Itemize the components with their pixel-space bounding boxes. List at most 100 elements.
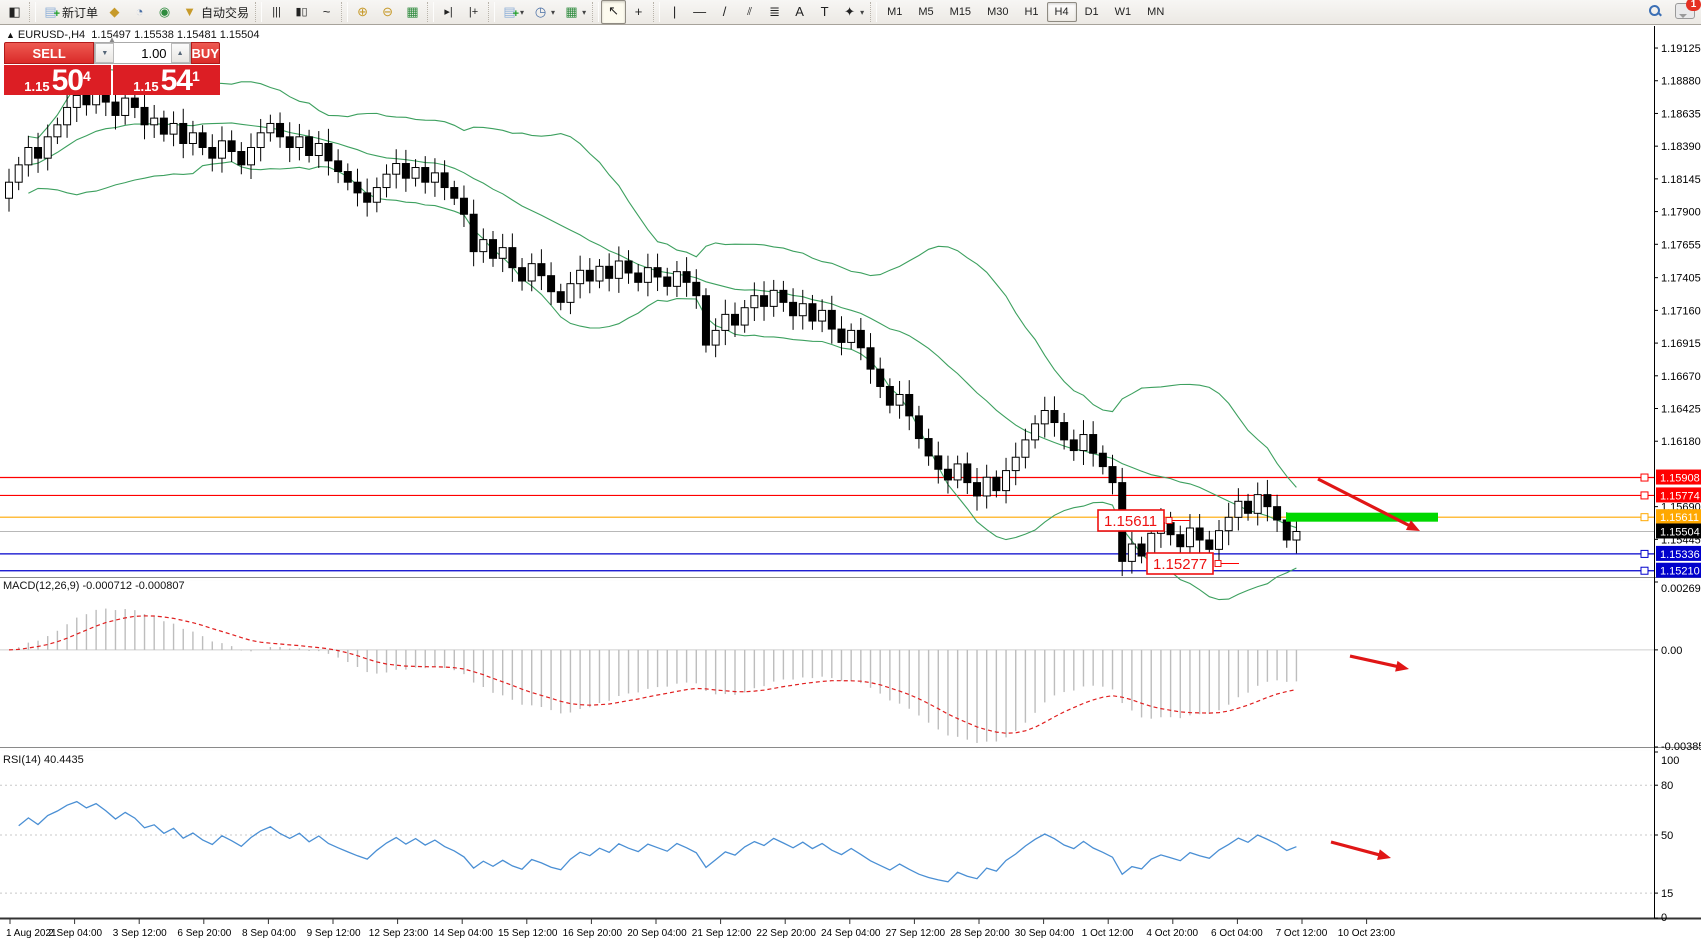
candle-body <box>634 272 643 283</box>
candle-body <box>943 468 952 481</box>
arrows-dropdown[interactable]: ✦ ▾ <box>837 0 868 24</box>
candle-body <box>953 463 962 481</box>
hline-handle[interactable] <box>1640 513 1649 522</box>
new-chart-icon <box>501 4 519 22</box>
green-highlight-zone[interactable] <box>1286 512 1438 522</box>
search-icon[interactable] <box>1647 3 1663 19</box>
price-tag-box[interactable] <box>1146 552 1214 575</box>
horizontal-line-button[interactable]: — <box>687 0 712 24</box>
time-axis-label: 28 Sep 20:00 <box>950 928 1010 939</box>
candle-body <box>721 313 730 331</box>
hline-handle[interactable] <box>1640 473 1649 482</box>
text-label-button[interactable]: T <box>812 0 837 24</box>
candle-body <box>392 163 401 175</box>
candle-body <box>614 260 623 279</box>
buy-button[interactable]: BUY <box>190 42 220 64</box>
candle-body <box>430 172 439 183</box>
hline-handle[interactable] <box>1640 566 1649 575</box>
fibonacci-button[interactable]: ≣ <box>762 0 787 24</box>
candle-body <box>518 267 527 282</box>
rsi-tick-label: 80 <box>1661 780 1673 792</box>
price-tick-label: 1.17160 <box>1661 305 1701 317</box>
candlestick-chart-icon[interactable]: ▮▯ <box>289 0 314 24</box>
timeframe-m30-button[interactable]: M30 <box>987 6 1009 18</box>
panel-collapse-icon[interactable]: ▲ <box>108 35 116 44</box>
bar-chart-icon[interactable]: ||| <box>264 0 289 24</box>
timeframe-h4-button[interactable]: H4 <box>1046 2 1077 22</box>
clipped-icon[interactable]: ◧ <box>2 0 27 24</box>
profile-icon[interactable]: ◆ <box>102 0 127 24</box>
auto-trading-icon: ▼ <box>183 4 196 19</box>
trendline-icon: / <box>722 4 727 19</box>
signal-icon[interactable]: ◉ <box>152 0 177 24</box>
volume-increase-button[interactable]: ▲ <box>170 43 190 63</box>
timeframe-m5-button[interactable]: M5 <box>918 6 934 18</box>
time-axis-label: 3 Sep 12:00 <box>113 928 167 939</box>
cursor-button[interactable]: ↖ <box>601 0 627 24</box>
timeframe-w1-button[interactable]: W1 <box>1114 6 1132 18</box>
chart-shift-icon[interactable]: |+ <box>461 0 486 24</box>
line-chart-icon[interactable]: ~ <box>314 0 339 24</box>
hline-handle[interactable] <box>1640 549 1649 558</box>
timeframe-m1-button[interactable]: M1 <box>887 6 903 18</box>
period-dropdown[interactable]: ◷ ▾ <box>528 0 559 24</box>
trend-arrow-head <box>1395 660 1409 672</box>
new-order-button[interactable]: 新订单 <box>38 0 102 24</box>
chat-icon[interactable]: 1 <box>1675 0 1701 19</box>
rsi-line <box>18 800 1297 883</box>
trend-arrow-line[interactable] <box>1317 477 1414 529</box>
timeframe-h1-button[interactable]: H1 <box>1024 6 1039 18</box>
candlestick-chart-icon-icon: ▮▯ <box>295 6 308 18</box>
chevron-down-icon[interactable]: ▾ <box>860 7 865 17</box>
candle-body <box>1273 506 1282 521</box>
sell-button[interactable]: SELL <box>4 42 95 64</box>
macd-tick-label: 0.002691 <box>1661 583 1701 595</box>
price-tick-label: 1.18390 <box>1661 141 1701 153</box>
candle-body <box>24 146 33 166</box>
chevron-down-icon[interactable]: ▾ <box>551 7 556 17</box>
timeframe-m15-button[interactable]: M15 <box>949 6 972 18</box>
trend-arrow-line[interactable] <box>1330 840 1384 858</box>
chevron-down-icon[interactable]: ▾ <box>520 7 525 17</box>
price-tag-handle[interactable] <box>1214 560 1222 567</box>
auto-trading-button[interactable]: ▼ 自动交易 <box>177 0 253 24</box>
chevron-down-icon[interactable]: ▾ <box>582 7 587 17</box>
macd-tick-label: -0.00385 <box>1661 741 1701 753</box>
time-axis-label: 2 Sep 04:00 <box>48 928 102 939</box>
timeframe-mn-button[interactable]: MN <box>1147 6 1165 18</box>
candle-body <box>789 301 798 317</box>
crosshair-button[interactable]: + <box>626 0 651 24</box>
text-button[interactable]: A <box>787 0 812 24</box>
auto-scroll-icon[interactable]: ▸| <box>436 0 461 24</box>
candle-body <box>924 438 933 457</box>
market-watch-icon[interactable]: ◔ <box>127 0 152 24</box>
timeframe-d1-button[interactable]: D1 <box>1084 6 1099 18</box>
line-chart-icon-icon: ~ <box>322 4 331 19</box>
sell-price-display[interactable]: 1.15 50 4 <box>4 65 111 96</box>
candle-body <box>585 269 594 282</box>
volume-value[interactable]: 1.00 <box>141 45 167 61</box>
channel-button[interactable]: ⫽ <box>737 0 762 24</box>
signal-icon-icon: ◉ <box>158 4 171 19</box>
price-tick-label: 1.16670 <box>1661 371 1701 383</box>
trendline-button[interactable]: / <box>712 0 737 24</box>
buy-price-display[interactable]: 1.15 54 1 <box>113 65 220 96</box>
chart-background <box>0 25 1701 943</box>
zoom-out-icon[interactable]: ⊖ <box>375 0 400 24</box>
trend-arrow-line[interactable] <box>1349 654 1402 669</box>
cursor-icon: ↖ <box>608 3 620 18</box>
bar-chart-icon-icon: ||| <box>272 6 281 18</box>
volume-decrease-button[interactable]: ▼ <box>95 43 115 63</box>
vertical-line-icon: | <box>672 4 677 19</box>
vertical-line-button[interactable]: | <box>662 0 687 24</box>
price-tag-box[interactable] <box>1097 509 1165 532</box>
new-chart-dropdown[interactable]: ▾ <box>497 0 528 24</box>
candle-body <box>314 142 323 157</box>
template-dropdown[interactable]: ▦ ▾ <box>559 0 590 24</box>
zoom-in-icon[interactable]: ⊕ <box>350 0 375 24</box>
price-tag-handle[interactable] <box>1165 517 1173 524</box>
hline-price-tag <box>1656 545 1701 561</box>
tile-windows-icon[interactable]: ▦ <box>400 0 425 24</box>
hline-handle[interactable] <box>1640 491 1649 500</box>
